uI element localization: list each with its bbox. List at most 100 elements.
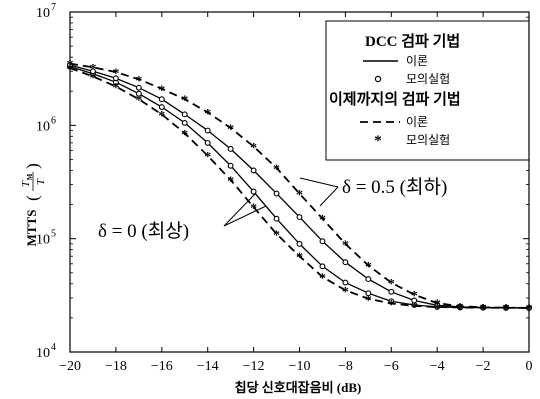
y-tick-label: 10 <box>36 346 50 361</box>
data-point-conv-worst: * <box>296 188 303 203</box>
data-point-conv-best: * <box>135 94 142 109</box>
data-point-dcc-best <box>342 279 349 286</box>
legend-group1-title: DCC 검파 기법 <box>365 32 460 50</box>
data-point-conv-worst: * <box>204 107 211 122</box>
annotation-worst-arrow-2 <box>319 186 339 207</box>
y-axis-label-open-paren: ( <box>23 195 42 201</box>
y-tick-label: 10 <box>36 6 50 21</box>
data-point-conv-best: * <box>158 109 165 124</box>
data-point-conv-best: * <box>181 128 188 143</box>
data-point-conv-worst: * <box>503 302 510 317</box>
data-point-dcc-worst <box>89 68 96 75</box>
data-point-conv-best: * <box>89 71 96 86</box>
y-axis-label-main: MTTS <box>24 210 39 247</box>
annotation-best-arrow-2 <box>223 205 267 227</box>
data-point-conv-worst: * <box>365 260 372 275</box>
legend-conv-theory-label: 이론 <box>406 115 428 129</box>
x-tick-label: −18 <box>105 359 127 374</box>
annotation-best-arrow-1 <box>223 193 256 227</box>
data-point-conv-best: * <box>204 150 211 165</box>
legend: DCC 검파 기법 이론 모의실험 이제까지의 검파 기법 이론 * 모의실험 <box>325 20 530 161</box>
data-point-conv-worst: * <box>227 122 234 137</box>
y-axis-label-numerator-sub: M <box>26 173 34 180</box>
y-axis-label: MTTS ( T M T ) <box>20 163 47 246</box>
data-point-conv-worst: * <box>457 301 464 316</box>
data-point-conv-worst: * <box>434 298 441 313</box>
x-tick-label: 0 <box>526 359 533 374</box>
y-tick-label: 10 <box>36 119 50 134</box>
data-point-conv-best: * <box>342 285 349 300</box>
data-point-conv-worst: * <box>273 163 280 178</box>
legend-conv-sim-label: 모의실험 <box>406 133 450 147</box>
data-point-conv-best: * <box>457 302 464 317</box>
x-tick-label: −12 <box>243 359 265 374</box>
x-tick-label: −10 <box>289 359 311 374</box>
data-point-dcc-worst <box>227 145 234 152</box>
x-tick-label: −2 <box>476 359 491 374</box>
x-tick-label: −4 <box>430 359 445 374</box>
y-tick-label-exponent: 5 <box>51 229 56 240</box>
y-axis-label-denominator: T <box>35 178 47 185</box>
data-point-dcc-worst <box>342 259 349 266</box>
data-point-dcc-worst <box>365 276 372 283</box>
x-tick-label: −16 <box>151 359 173 374</box>
data-point-dcc-worst <box>112 75 119 82</box>
data-point-conv-worst: * <box>112 67 119 82</box>
data-point-dcc-worst <box>273 190 280 197</box>
annotation-worst-arrow-1 <box>299 177 339 188</box>
series-line-conv-worst <box>69 62 530 309</box>
legend-group2-title: 이제까지의 검파 기법 <box>329 90 461 108</box>
legend-dcc-sim-label: 모의실험 <box>406 72 450 86</box>
data-point-dcc-best <box>227 162 234 169</box>
data-point-dcc-worst <box>204 127 211 134</box>
plot-frame <box>69 11 530 353</box>
y-tick-label-exponent: 7 <box>51 2 56 13</box>
data-point-dcc-best <box>250 188 257 195</box>
series-line-conv-best <box>69 67 529 309</box>
x-tick-label: −6 <box>384 359 399 374</box>
x-tick-label: −8 <box>338 359 353 374</box>
data-point-dcc-worst <box>181 111 188 118</box>
data-point-dcc-best <box>204 139 211 146</box>
data-point-conv-best: * <box>250 202 257 217</box>
data-point-dcc-worst <box>388 288 395 295</box>
legend-box <box>325 20 530 161</box>
y-axis-label-close-paren: ) <box>23 163 42 169</box>
y-tick-label-exponent: 6 <box>51 115 56 126</box>
data-point-conv-best: * <box>319 271 326 286</box>
data-point-conv-worst: * <box>135 74 142 89</box>
y-tick-label-exponent: 4 <box>51 342 56 353</box>
data-point-dcc-best <box>158 104 165 110</box>
y-axis-label-numerator: T <box>20 180 32 187</box>
data-point-conv-best: * <box>296 251 303 266</box>
legend-dcc-theory-label: 이론 <box>406 54 428 68</box>
data-point-conv-worst: * <box>319 213 326 228</box>
data-point-conv-worst: * <box>250 141 257 156</box>
data-point-conv-best: * <box>480 302 487 317</box>
legend-dcc-sim-marker <box>374 75 382 83</box>
data-point-conv-worst: * <box>411 289 418 304</box>
data-point-conv-worst: * <box>480 302 487 317</box>
data-point-dcc-worst <box>135 84 142 91</box>
data-point-conv-best: * <box>112 81 119 96</box>
data-point-conv-worst: * <box>181 94 188 109</box>
legend-conv-sim-marker: * <box>374 133 382 149</box>
annotation-best: δ = 0 (최상) <box>98 220 189 242</box>
data-point-dcc-best <box>319 263 326 270</box>
y-tick-label: 10 <box>36 233 50 248</box>
data-point-dcc-worst <box>319 238 326 245</box>
data-point-conv-worst: * <box>89 62 96 77</box>
data-point-dcc-worst <box>158 96 165 103</box>
data-point-conv-best: * <box>273 228 280 243</box>
data-point-conv-best: * <box>227 174 234 189</box>
data-point-dcc-best <box>365 290 372 297</box>
data-point-dcc-best <box>181 119 188 126</box>
data-point-conv-best: * <box>434 302 441 317</box>
x-tick-label: −14 <box>197 359 219 374</box>
data-point-conv-best: * <box>411 300 418 315</box>
data-point-dcc-best <box>135 90 142 97</box>
data-point-dcc-best <box>273 215 280 222</box>
data-point-dcc-worst <box>250 167 257 174</box>
